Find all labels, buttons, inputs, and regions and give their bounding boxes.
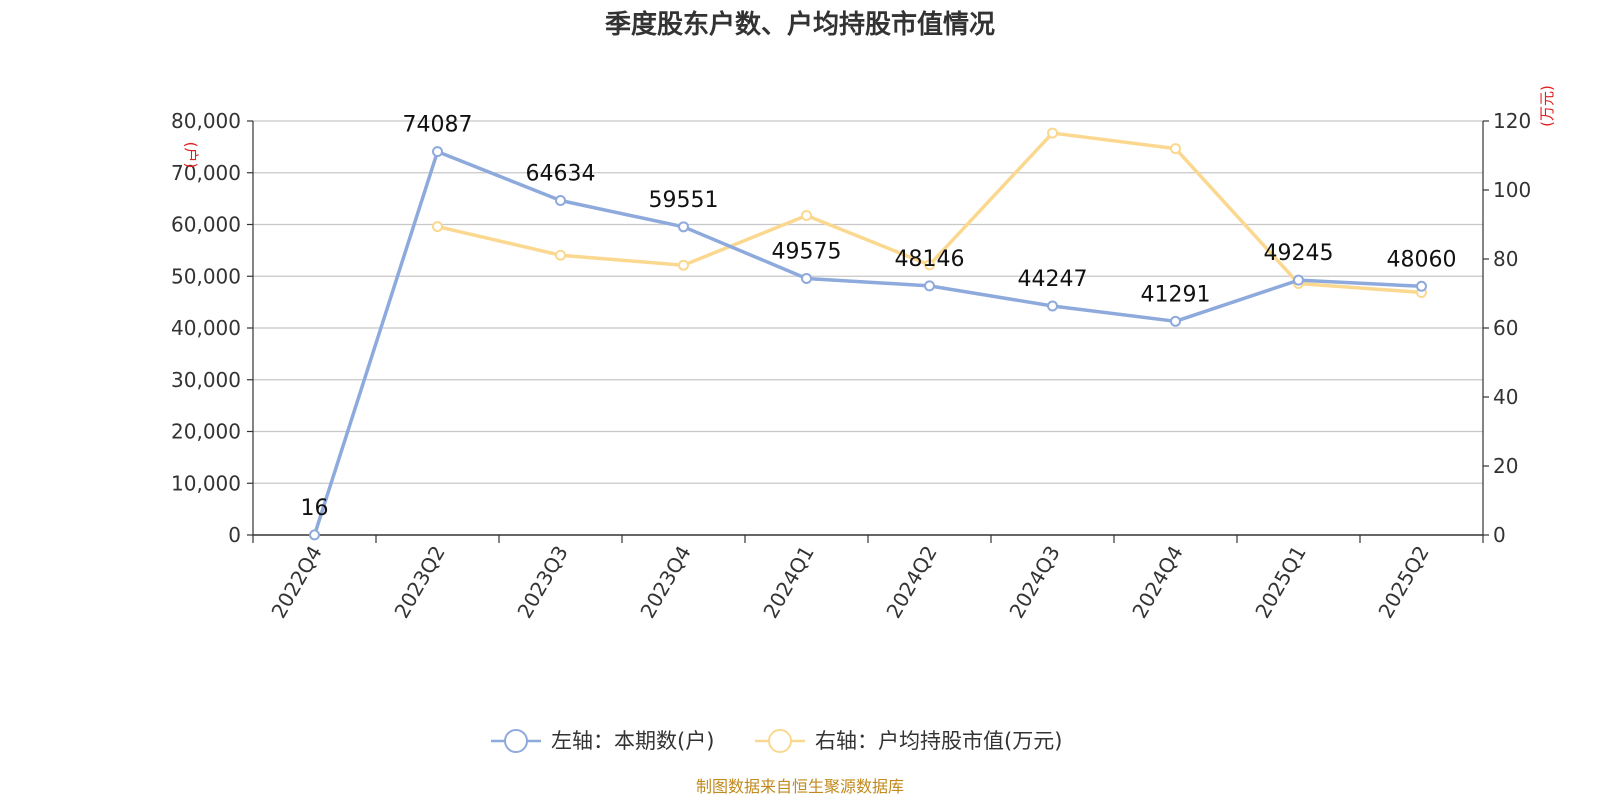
series-left-point: [801, 272, 812, 284]
series-right-point: [678, 259, 689, 271]
left-tick-label: 0: [228, 523, 241, 547]
data-label: 59551: [649, 188, 719, 213]
data-label: 49575: [772, 239, 842, 264]
legend-right-circle-icon: [768, 729, 792, 753]
series-right-point: [924, 259, 935, 271]
x-tick-label: 2024Q1: [758, 542, 818, 623]
legend-item-left[interactable]: 左轴：本期数(户): [491, 729, 714, 753]
left-axis-ticks: 0 10,000 20,000 30,000 40,000 50,000 60,000 70,…: [171, 109, 253, 547]
data-label: 44247: [1018, 267, 1088, 292]
series-left-point: [309, 529, 320, 541]
x-tick-label: 2023Q3: [512, 542, 572, 623]
left-tick-label: 30,000: [171, 368, 241, 392]
series-left-point: [432, 146, 443, 158]
left-axis-unit: (户): [182, 142, 200, 169]
series-left-point: [678, 221, 689, 233]
legend[interactable]: 左轴：本期数(户) 右轴：户均持股市值(万元): [491, 729, 1062, 753]
series-left-point: [1416, 280, 1427, 292]
x-tick-label: 2024Q2: [881, 542, 941, 623]
legend-right-label: 右轴：户均持股市值(万元): [815, 729, 1062, 753]
series-left-point: [1170, 315, 1181, 327]
right-axis-ticks: 0 20 40 60 80 100 120: [1483, 109, 1531, 547]
x-tick-label: 2022Q4: [266, 542, 326, 623]
data-label: 48146: [895, 247, 965, 272]
left-tick-label: 80,000: [171, 109, 241, 133]
x-tick-label: 2024Q3: [1004, 542, 1064, 623]
data-label: 49245: [1264, 241, 1334, 266]
left-tick-label: 50,000: [171, 264, 241, 288]
x-tick-label: 2024Q4: [1127, 542, 1187, 623]
grid-lines: [253, 120, 1483, 484]
left-tick-label: 60,000: [171, 213, 241, 237]
series-right-point: [1170, 143, 1181, 155]
data-label: 48060: [1387, 247, 1457, 272]
left-tick-label: 70,000: [171, 161, 241, 185]
data-label: 74087: [403, 113, 473, 138]
right-axis-unit: (万元): [1538, 85, 1556, 127]
right-tick-label: 80: [1493, 247, 1518, 271]
x-axis-ticks: 2022Q4 2023Q2 2023Q3 2023Q4 2024Q1 2024Q2 2024…: [252, 535, 1484, 623]
left-tick-label: 20,000: [171, 420, 241, 444]
series-right-point: [1047, 127, 1058, 139]
series-right-point: [555, 249, 566, 261]
data-label: 41291: [1141, 282, 1211, 307]
chart-title: 季度股东户数、户均持股市值情况: [605, 9, 995, 40]
x-tick-label: 2025Q1: [1250, 542, 1310, 623]
x-tick-label: 2023Q4: [635, 542, 695, 623]
data-label: 64634: [526, 162, 596, 187]
right-tick-label: 20: [1493, 454, 1518, 478]
right-tick-label: 60: [1493, 316, 1518, 340]
x-tick-label: 2025Q2: [1373, 542, 1433, 623]
series-right-point: [801, 210, 812, 222]
left-tick-label: 40,000: [171, 316, 241, 340]
series-left-point: [1047, 300, 1058, 312]
data-label: 16: [301, 496, 329, 521]
right-tick-label: 40: [1493, 385, 1518, 409]
legend-left-label: 左轴：本期数(户): [551, 729, 714, 753]
series-left-line: [312, 149, 1422, 536]
right-tick-label: 0: [1493, 523, 1506, 547]
right-tick-label: 120: [1493, 109, 1531, 133]
x-tick-label: 2023Q2: [389, 542, 449, 623]
series-right-point: [432, 221, 443, 233]
legend-item-right[interactable]: 右轴：户均持股市值(万元): [755, 729, 1062, 753]
series-left-point: [1293, 274, 1304, 286]
series-left-point: [924, 280, 935, 292]
left-tick-label: 10,000: [171, 471, 241, 495]
series-left-point: [555, 195, 566, 207]
legend-left-circle-icon: [504, 729, 528, 753]
data-labels: 16 74087 64634 59551 49575 48146 44247 41291 492…: [301, 113, 1457, 521]
series-left: [309, 146, 1427, 541]
source-note: 制图数据来自恒生聚源数据库: [696, 777, 904, 796]
right-tick-label: 100: [1493, 178, 1531, 202]
